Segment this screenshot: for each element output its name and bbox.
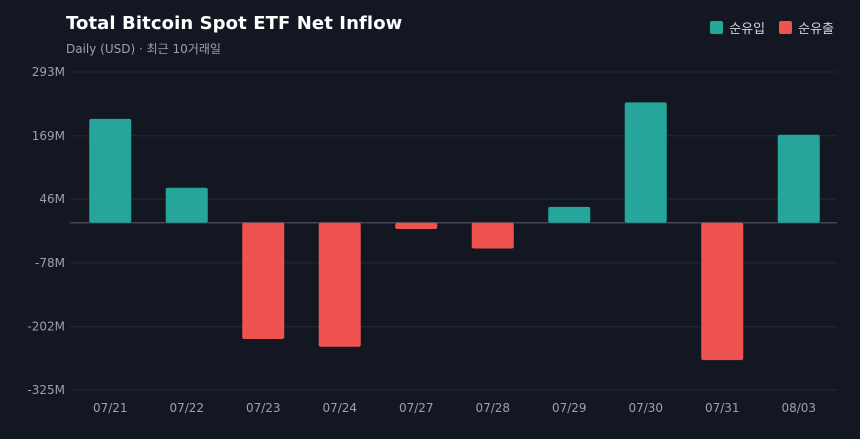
x-tick-label: 08/03 [781,401,816,415]
x-tick-label: 07/30 [628,401,663,415]
x-tick-label: 07/29 [552,401,587,415]
x-tick-label: 07/22 [169,401,204,415]
y-tick-label: 46M [39,192,65,206]
chart-subtitle: Daily (USD) · 최근 10거래일 [66,42,221,56]
bar-inflow[interactable] [165,187,208,223]
bar-outflow[interactable] [701,222,744,361]
bar-outflow[interactable] [395,222,438,229]
legend-item-outflow[interactable]: 순유출 [779,18,834,37]
x-tick-label: 07/23 [246,401,281,415]
bar-inflow[interactable] [89,118,132,223]
x-tick-label: 07/27 [399,401,434,415]
y-tick-label: 293M [32,65,65,79]
x-tick-label: 07/21 [93,401,128,415]
bar-outflow[interactable] [471,222,514,249]
chart-title: Total Bitcoin Spot ETF Net Inflow [66,13,403,34]
legend-label-inflow: 순유입 [729,22,766,37]
x-tick-label: 07/24 [322,401,357,415]
bar-inflow[interactable] [624,102,667,223]
y-tick-label: -325M [27,383,65,397]
bar-inflow[interactable] [548,206,591,223]
legend-swatch-outflow [779,21,793,34]
x-tick-label: 07/31 [705,401,740,415]
bar-layer [89,102,820,361]
x-tick-label: 07/28 [475,401,510,415]
legend-label-outflow: 순유출 [798,22,834,37]
legend-item-inflow[interactable]: 순유입 [710,18,765,37]
chart-legend: 순유입 순유출 [710,18,834,37]
y-tick-label: 169M [32,129,65,143]
bar-inflow[interactable] [777,134,820,223]
bar-outflow[interactable] [242,222,285,340]
y-tick-label: -78M [35,256,65,270]
axis-layer: 293M 169M 46M -78M -202M -325M 07/21 07/22 07/23… [27,65,816,415]
y-tick-label: -202M [27,320,65,334]
bar-outflow[interactable] [318,222,361,347]
legend-swatch-inflow [710,21,724,34]
